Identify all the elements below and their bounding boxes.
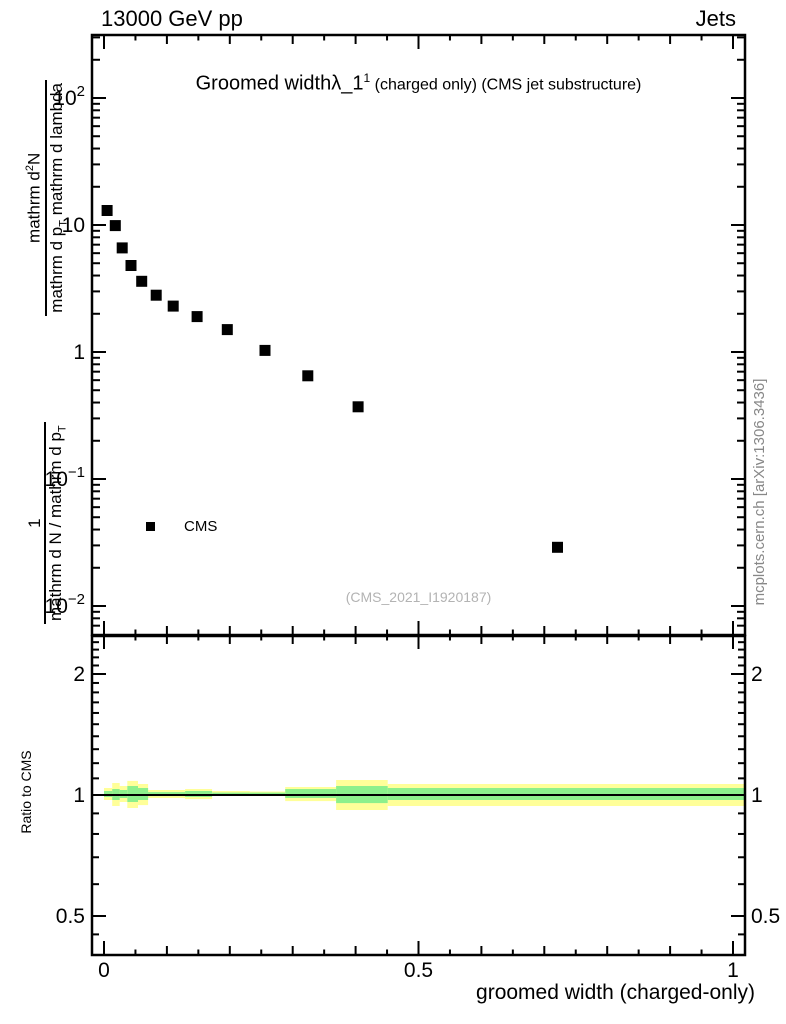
- mcplots-arxiv-note: mcplots.cern.ch [arXiv:1306.3436]: [751, 378, 768, 606]
- data-points: [101, 205, 563, 553]
- title-suffix: (charged only) (CMS jet substructure): [370, 76, 642, 94]
- legend: CMS: [146, 518, 217, 535]
- main-frame: [90, 33, 747, 637]
- svg-text:0.5: 0.5: [56, 905, 85, 928]
- y-axis-fraction-lower: 1 mathrm d N / mathrm d pT: [25, 422, 70, 624]
- svg-text:0.5: 0.5: [404, 959, 433, 982]
- title-lambda: λ_1: [331, 72, 364, 95]
- beam-energy-label: 13000 GeV pp: [101, 6, 243, 31]
- fraction-denominator: mathrm d N / mathrm d pT: [44, 422, 70, 624]
- svg-text:10−2: 10−2: [45, 591, 85, 618]
- ratio-axis-label: Ratio to CMS: [18, 750, 34, 834]
- svg-text:1: 1: [73, 341, 85, 364]
- x-tick-labels: 0 0.5 1: [98, 959, 739, 982]
- fraction-numerator: 1: [24, 518, 44, 528]
- svg-text:2: 2: [73, 663, 85, 686]
- legend-label: CMS: [184, 518, 218, 535]
- y-axis-fraction-upper: mathrm d2N mathrm d pT mathrm d lambda: [24, 80, 70, 316]
- svg-text:10: 10: [62, 214, 85, 237]
- ratio-frame: [90, 634, 747, 957]
- svg-text:1: 1: [727, 959, 739, 982]
- fraction-numerator: mathrm d2N: [24, 152, 45, 243]
- svg-text:0.5: 0.5: [751, 905, 780, 928]
- main-y-ticks: [92, 36, 745, 627]
- title-superscript: 1: [363, 71, 371, 85]
- y-axis-label: 1 mathrm d N / mathrm d pT mathrm d2N ma…: [6, 52, 88, 652]
- svg-text:0: 0: [98, 959, 110, 982]
- x-axis-label: groomed width (charged-only): [476, 981, 755, 1004]
- fraction-denominator: mathrm d pT mathrm d lambda: [44, 80, 70, 316]
- plot-title: Groomed widthλ_11 (charged only) (CMS je…: [92, 71, 745, 96]
- x-ticks: [103, 35, 734, 955]
- svg-text:2: 2: [751, 663, 763, 686]
- analysis-id-watermark: (CMS_2021_I1920187): [345, 589, 492, 605]
- svg-text:1: 1: [751, 784, 763, 807]
- analysis-group-label: Jets: [695, 6, 736, 31]
- title-main: Groomed width: [195, 72, 332, 95]
- ratio-y-tick-labels: 2 2 1 1 0.5 0.5: [56, 663, 780, 928]
- svg-text:1: 1: [73, 784, 85, 807]
- legend-square-marker-icon: [146, 522, 155, 531]
